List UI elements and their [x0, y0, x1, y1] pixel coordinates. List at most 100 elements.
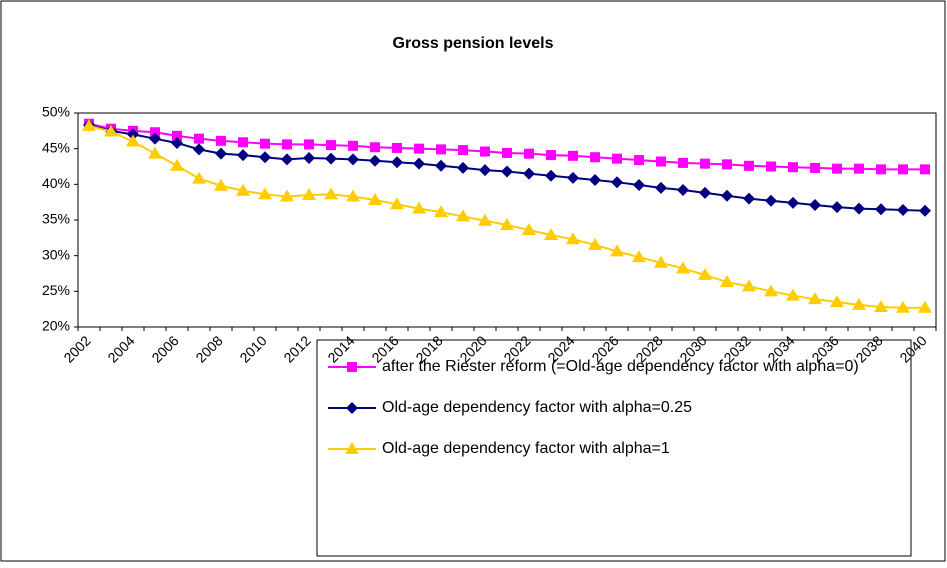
marker	[830, 295, 844, 308]
marker	[678, 157, 688, 168]
marker	[788, 162, 798, 173]
marker	[149, 132, 161, 145]
marker	[920, 164, 930, 175]
marker	[457, 161, 469, 174]
marker	[502, 147, 512, 158]
y-tick-label: 35%	[42, 211, 70, 227]
y-tick-label: 40%	[42, 175, 70, 191]
marker	[193, 143, 205, 156]
chart-title: Gross pension levels	[393, 35, 554, 52]
marker	[280, 189, 294, 202]
marker	[787, 196, 799, 209]
marker	[523, 167, 535, 180]
marker	[346, 402, 358, 414]
marker	[478, 213, 492, 226]
marker	[633, 179, 645, 192]
marker	[632, 250, 646, 263]
y-tick-label: 30%	[42, 246, 70, 262]
marker	[325, 152, 337, 165]
marker	[854, 163, 864, 174]
marker	[676, 261, 690, 274]
marker	[721, 189, 733, 202]
marker	[501, 165, 513, 178]
marker	[722, 159, 732, 170]
legend-label: after the Riester reform (=Old-age depen…	[382, 358, 859, 375]
marker	[700, 158, 710, 169]
marker	[919, 204, 931, 217]
marker	[589, 174, 601, 187]
marker	[654, 255, 668, 268]
marker	[809, 199, 821, 212]
marker	[744, 160, 754, 171]
marker	[611, 176, 623, 189]
legend-label: Old-age dependency factor with alpha=1	[382, 440, 670, 457]
marker	[126, 134, 140, 147]
marker	[634, 155, 644, 166]
marker	[456, 209, 470, 222]
marker	[282, 139, 292, 150]
marker	[82, 118, 96, 131]
marker	[237, 149, 249, 162]
marker	[348, 140, 358, 151]
marker	[566, 232, 580, 245]
marker	[434, 205, 448, 218]
marker	[677, 184, 689, 197]
marker	[786, 288, 800, 301]
marker	[391, 156, 403, 169]
marker	[104, 124, 118, 137]
marker	[567, 171, 579, 184]
marker	[742, 279, 756, 292]
marker	[302, 188, 316, 201]
marker	[764, 284, 778, 297]
marker	[743, 192, 755, 205]
marker	[832, 163, 842, 174]
marker	[698, 267, 712, 280]
marker	[172, 130, 182, 141]
marker	[390, 197, 404, 210]
marker	[524, 148, 534, 159]
marker	[612, 153, 622, 164]
marker	[808, 292, 822, 305]
marker	[214, 178, 228, 191]
marker	[370, 142, 380, 153]
marker	[258, 187, 272, 200]
marker	[281, 153, 293, 166]
marker	[545, 169, 557, 182]
marker	[588, 237, 602, 250]
marker	[260, 138, 270, 149]
marker	[522, 222, 536, 235]
marker	[347, 153, 359, 166]
legend-label: Old-age dependency factor with alpha=0.2…	[382, 399, 692, 416]
marker	[479, 164, 491, 177]
marker	[831, 201, 843, 214]
y-tick-label: 45%	[42, 139, 70, 155]
marker	[369, 154, 381, 167]
marker	[347, 362, 357, 372]
marker	[853, 202, 865, 215]
marker	[898, 164, 908, 175]
marker	[568, 150, 578, 161]
marker	[896, 300, 910, 313]
marker	[766, 161, 776, 172]
marker	[259, 151, 271, 164]
marker	[897, 204, 909, 217]
marker	[436, 144, 446, 155]
marker	[876, 164, 886, 175]
marker	[414, 143, 424, 154]
marker	[480, 146, 490, 157]
marker	[368, 193, 382, 206]
marker	[170, 158, 184, 171]
y-tick-label: 25%	[42, 282, 70, 298]
marker	[412, 201, 426, 214]
marker	[546, 150, 556, 161]
marker	[324, 187, 338, 200]
marker	[918, 300, 932, 313]
marker	[874, 300, 888, 313]
marker	[346, 189, 360, 202]
marker	[544, 227, 558, 240]
y-tick-label: 20%	[42, 318, 70, 334]
legend-box	[316, 339, 912, 557]
marker	[435, 159, 447, 172]
